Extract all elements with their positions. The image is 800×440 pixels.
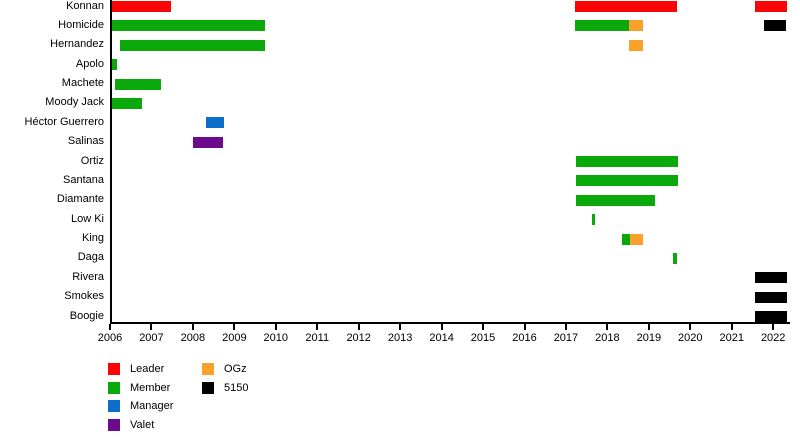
axis-tick-label-2010: 2010: [263, 331, 289, 344]
axis-tick-2019: [647, 323, 650, 330]
bar-konnan-leader: [574, 1, 677, 12]
bar-daga-member: [672, 252, 678, 264]
row-label-ortiz: Ortiz: [80, 154, 104, 167]
legend-swatch-member: [108, 381, 120, 394]
axis-tick-label-2006: 2006: [97, 331, 123, 344]
legend-label-member: Member: [130, 381, 171, 394]
axis-tick-label-2009: 2009: [222, 331, 247, 344]
axis-tick-2020: [689, 323, 692, 330]
bar-santana-member: [575, 175, 678, 187]
bar-salinas-valet: [193, 136, 224, 148]
axis-tick-label-2017: 2017: [553, 331, 579, 344]
legend-swatch-ogz: [202, 363, 214, 375]
axis-tick-2016: [523, 323, 526, 330]
axis-tick-2015: [482, 323, 485, 330]
axis-tick-label-2022: 2022: [760, 331, 786, 344]
row-label-moody-jack: Moody Jack: [45, 96, 104, 109]
legend-swatch-5150: [202, 381, 214, 394]
axis-tick-label-2008: 2008: [180, 331, 206, 344]
y-axis-line: [109, 0, 112, 324]
axis-tick-2018: [606, 323, 609, 330]
legend-label-ogz: OGz: [224, 363, 247, 375]
legend-label-manager: Manager: [130, 400, 174, 412]
legend-item-leader: Leader: [108, 363, 164, 375]
bar-king-ogz: [630, 233, 643, 245]
axis-tick-2021: [730, 323, 733, 330]
row-label-konnan: Konnan: [66, 0, 104, 12]
legend-swatch-leader: [108, 363, 120, 375]
legend-item-5150: 5150: [202, 381, 249, 394]
bar-rivera-5150: [754, 272, 787, 284]
axis-tick-label-2011: 2011: [305, 331, 330, 344]
bar-smokes-5150: [754, 291, 787, 303]
axis-tick-label-2012: 2012: [346, 331, 371, 344]
legend-item-manager: Manager: [108, 400, 173, 412]
legend-label-leader: Leader: [130, 363, 165, 375]
row-label-machete: Machete: [61, 77, 104, 89]
bar-konnan-leader: [754, 1, 787, 12]
row-label-low-ki: Low Ki: [70, 212, 104, 225]
legend-label-valet: Valet: [130, 418, 155, 431]
bar-hernandez-ogz: [629, 39, 643, 51]
legend-item-ogz: OGz: [202, 363, 247, 375]
axis-tick-label-2007: 2007: [139, 331, 164, 344]
legend-swatch-manager: [108, 400, 120, 412]
axis-tick-2010: [274, 323, 277, 330]
row-label-homicide: Homicide: [58, 18, 104, 31]
bar-homicide-ogz: [629, 20, 643, 32]
row-label-smokes: Smokes: [64, 290, 104, 303]
axis-tick-2012: [357, 323, 360, 330]
row-label-rivera: Rivera: [72, 270, 104, 283]
bar-hector-guerrero-manager: [205, 117, 225, 129]
axis-tick-2011: [316, 323, 319, 330]
bar-homicide-5150: [763, 20, 787, 32]
row-label-santana: Santana: [63, 173, 104, 186]
axis-tick-2014: [440, 323, 443, 330]
row-label-salinas: Salinas: [67, 135, 104, 148]
bar-homicide-member: [574, 20, 630, 32]
axis-tick-label-2018: 2018: [595, 331, 620, 344]
x-axis-line: [109, 321, 791, 324]
legend-item-member: Member: [108, 381, 171, 394]
legend-label-5150: 5150: [224, 381, 249, 394]
axis-tick-label-2021: 2021: [719, 331, 744, 344]
row-label-apolo: Apolo: [75, 57, 104, 70]
bar-low-ki-member: [591, 214, 596, 226]
axis-tick-label-2015: 2015: [470, 331, 496, 344]
axis-tick-2007: [150, 323, 153, 330]
axis-tick-2022: [772, 323, 775, 330]
bar-machete-member: [114, 78, 162, 90]
bar-homicide-member: [110, 20, 265, 32]
axis-tick-label-2019: 2019: [636, 331, 662, 344]
row-label-king: King: [81, 232, 104, 244]
bar-boogie-5150: [754, 311, 787, 322]
bar-king-member: [621, 233, 631, 245]
bar-konnan-leader: [110, 1, 172, 12]
bar-hernandez-member: [120, 39, 265, 51]
bar-apolo-member: [110, 59, 117, 71]
row-label-daga: Daga: [77, 251, 104, 264]
legend-swatch-valet: [108, 418, 120, 431]
bar-moody-jack-member: [111, 97, 143, 109]
legend-item-valet: Valet: [108, 418, 155, 431]
axis-tick-label-2014: 2014: [429, 331, 454, 344]
axis-tick-2006: [109, 323, 111, 330]
axis-tick-label-2016: 2016: [512, 331, 537, 344]
axis-tick-label-2013: 2013: [387, 331, 413, 344]
bar-diamante-member: [575, 194, 655, 206]
axis-tick-2008: [191, 323, 194, 330]
axis-tick-2017: [564, 323, 567, 330]
axis-tick-2013: [399, 323, 402, 330]
row-label-hector-guerrero: Héctor Guerrero: [24, 115, 104, 128]
bar-ortiz-member: [575, 156, 678, 167]
axis-tick-label-2020: 2020: [678, 331, 703, 344]
axis-tick-2009: [233, 323, 236, 330]
row-label-boogie: Boogie: [69, 309, 104, 322]
row-label-diamante: Diamante: [56, 193, 104, 206]
row-label-hernandez: Hernandez: [50, 38, 104, 51]
